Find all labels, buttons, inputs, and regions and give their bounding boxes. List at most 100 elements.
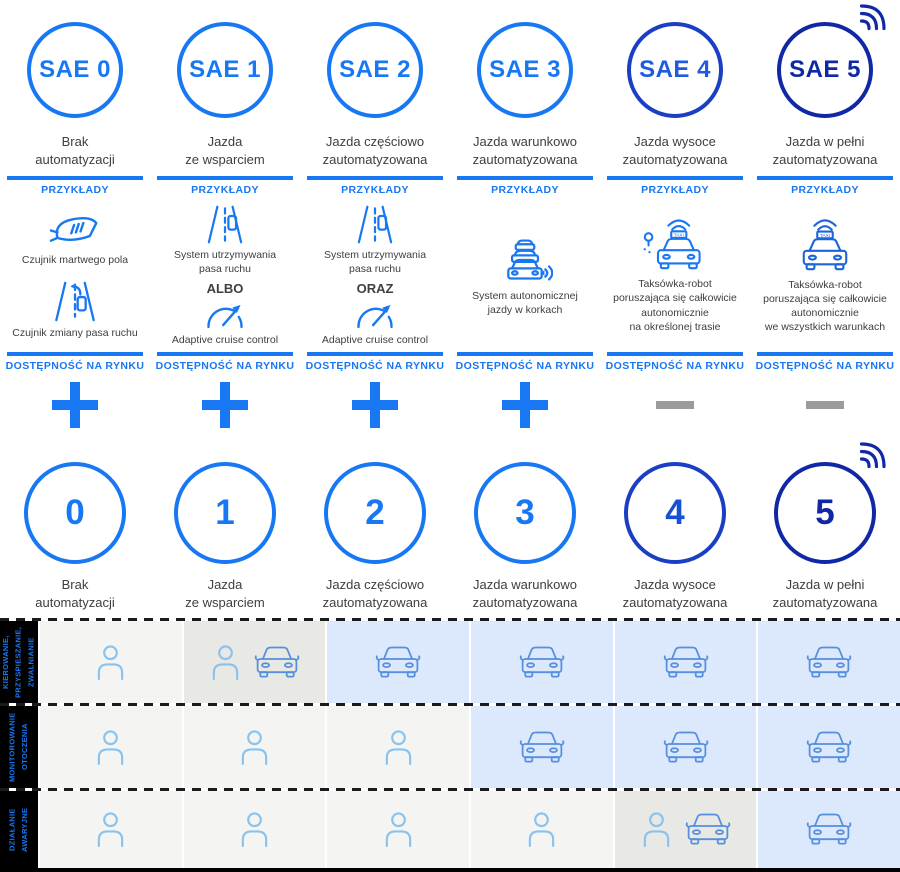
person-icon	[98, 812, 124, 848]
person-icon	[385, 729, 411, 765]
examples-area: System autonomicznej jazdy w korkach	[450, 200, 600, 352]
section-divider	[457, 352, 593, 356]
table-cell	[614, 706, 757, 788]
availability-heading: DOSTĘPNOŚĆ NA RYNKU	[305, 360, 445, 372]
level-title: Jazda wysoce zautomatyzowana	[622, 577, 728, 610]
availability-heading: DOSTĘPNOŚĆ NA RYNKU	[5, 360, 145, 372]
number-circle-area: 0	[0, 434, 150, 570]
availability-area	[300, 376, 450, 434]
examples-heading: PRZYKŁADY	[791, 184, 859, 196]
examples-area: Czujnik martwego pola Czujnik zmia	[0, 200, 150, 352]
availability-area	[450, 376, 600, 434]
availability-area	[0, 376, 150, 434]
table-cell	[327, 791, 470, 868]
sae-column-5: SAE 5 Jazda w pełni zautomatyzowana PRZY…	[750, 0, 900, 618]
level-circle-area: SAE 3	[450, 0, 600, 126]
sae-column-3: SAE 3 Jazda warunkowo zautomatyzowana PR…	[450, 0, 600, 618]
example-label: Taksówka-robot poruszająca się całkowici…	[763, 278, 887, 334]
availability-heading: DOSTĘPNOŚĆ NA RYNKU	[455, 360, 595, 372]
table-cell	[40, 621, 182, 703]
sae-level-circle: SAE 0	[27, 22, 123, 118]
availability-symbol	[202, 382, 248, 428]
example-item: System autonomicznej jazdy w korkach	[472, 235, 578, 317]
example-label: System autonomicznej jazdy w korkach	[472, 289, 578, 316]
level-title: Jazda wysoce zautomatyzowana	[622, 134, 728, 167]
number-circle-area: 2	[300, 434, 450, 570]
example-item: Adaptive cruise control	[172, 301, 278, 347]
examples-heading: PRZYKŁADY	[41, 184, 109, 196]
section-divider	[157, 176, 293, 180]
example-item: Czujnik zmiany pasa ruchu	[12, 281, 138, 340]
example-label: System utrzymywania pasa ruchu	[323, 248, 427, 275]
level-circle-area: SAE 4	[600, 0, 750, 126]
table-cell	[758, 791, 900, 868]
car-icon	[806, 731, 852, 762]
availability-heading: DOSTĘPNOŚĆ NA RYNKU	[605, 360, 745, 372]
car-icon	[685, 813, 731, 845]
example-item: TAXI Taksówka-robot poruszająca się całk…	[763, 218, 887, 335]
sae-level-circle: SAE 5	[777, 22, 873, 118]
sae-column-4: SAE 4 Jazda wysoce zautomatyzowana PRZYK…	[600, 0, 750, 618]
examples-heading: PRZYKŁADY	[641, 184, 709, 196]
table-bottom-border	[0, 868, 900, 872]
sae-column-2: SAE 2 Jazda częściowo zautomatyzowana PR…	[300, 0, 450, 618]
table-cell	[40, 706, 182, 788]
availability-area	[150, 376, 300, 434]
table-cell	[183, 706, 326, 788]
table-cell	[614, 791, 757, 868]
example-label: Czujnik zmiany pasa ruchu	[12, 327, 138, 339]
table-cell	[758, 621, 900, 703]
availability-symbol	[656, 401, 694, 409]
level-title: Jazda w pełni zautomatyzowana	[772, 134, 878, 167]
level-title: Jazda ze wsparciem	[185, 577, 265, 610]
level-title: Jazda częściowo zautomatyzowana	[322, 577, 428, 610]
table-row: KIEROWANIE, PRZYSPIESZANIE, ZWALNIANIE	[0, 621, 900, 703]
table-cell	[327, 621, 470, 703]
section-divider	[307, 352, 443, 356]
row-header: KIEROWANIE, PRZYSPIESZANIE, ZWALNIANIE	[0, 621, 38, 703]
wifi-signal-icon	[854, 438, 890, 474]
level-title: Brak automatyzacji	[35, 577, 115, 610]
row-header: DZIAŁANIE AWARYJNE	[0, 791, 38, 868]
example-label: Adaptive cruise control	[321, 334, 429, 347]
section-divider	[307, 176, 443, 180]
availability-symbol	[352, 382, 398, 428]
table-row: DZIAŁANIE AWARYJNE	[0, 791, 900, 868]
example-item: System utrzymywania pasa ruchu	[174, 205, 276, 276]
conjunction-label: ORAZ	[356, 281, 394, 297]
speedometer-icon	[353, 301, 397, 329]
speedometer-icon	[203, 301, 247, 329]
person-icon	[98, 644, 124, 680]
car-icon	[806, 813, 852, 845]
example-label: Taksówka-robot poruszająca się całkowici…	[613, 278, 737, 333]
section-divider	[457, 176, 593, 180]
examples-heading: PRZYKŁADY	[341, 184, 409, 196]
number-circle-area: 5	[750, 434, 900, 570]
svg-text:TAXI: TAXI	[674, 233, 684, 239]
sae-level-circle: SAE 2	[327, 22, 423, 118]
level-circle-area: SAE 5	[750, 0, 900, 126]
car-icon	[519, 646, 565, 677]
examples-area: TAXI Taksówka-robot poruszająca się całk…	[750, 200, 900, 352]
table-row: MONITOROWANIE OTOCZENIA	[0, 706, 900, 788]
wifi-signal-icon	[854, 0, 890, 36]
example-item: Czujnik martwego pola	[22, 212, 128, 267]
level-number-circle: 4	[624, 462, 726, 564]
level-title: Jazda warunkowo zautomatyzowana	[472, 577, 578, 610]
row-cells	[40, 791, 900, 868]
lane-change-icon	[51, 281, 99, 322]
levels-grid: SAE 0 Brak automatyzacji PRZYKŁADY Czujn…	[0, 0, 900, 618]
section-divider	[607, 176, 743, 180]
person-icon	[643, 812, 670, 848]
level-number-circle: 5	[774, 462, 876, 564]
row-header: MONITOROWANIE OTOCZENIA	[0, 706, 38, 788]
examples-area: System utrzymywania pasa ruchu ALBO Adap…	[150, 200, 300, 352]
conjunction-label: ALBO	[206, 281, 244, 297]
availability-heading: DOSTĘPNOŚĆ NA RYNKU	[155, 360, 295, 372]
number-circle-area: 3	[450, 434, 600, 570]
section-divider	[7, 176, 143, 180]
section-divider	[757, 352, 893, 356]
sae-column-1: SAE 1 Jazda ze wsparciem PRZYKŁADY Syste	[150, 0, 300, 618]
table-cell	[327, 706, 470, 788]
